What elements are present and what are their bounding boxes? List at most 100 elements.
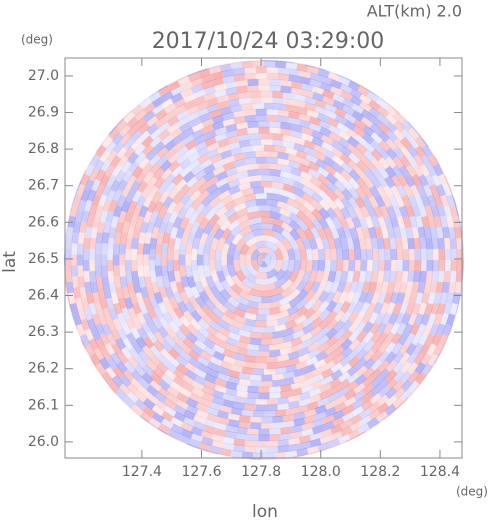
- echo-cell: [393, 137, 406, 151]
- echo-cell: [143, 276, 153, 289]
- echo-cell: [171, 173, 184, 186]
- echo-cell: [276, 194, 290, 204]
- echo-cell: [218, 326, 231, 338]
- echo-cell: [120, 184, 132, 198]
- echo-cell: [236, 295, 249, 307]
- echo-cell: [454, 281, 462, 294]
- echo-cell: [233, 158, 246, 168]
- echo-cell: [322, 148, 336, 161]
- echo-cell: [451, 292, 461, 305]
- echo-cell: [142, 397, 156, 410]
- echo-cell: [250, 259, 261, 272]
- echo-cell: [333, 309, 346, 323]
- echo-cell: [327, 270, 337, 283]
- echo-cell: [100, 243, 109, 255]
- echo-cell: [277, 67, 289, 75]
- echo-cell: [339, 206, 351, 220]
- echo-cell: [214, 248, 223, 261]
- echo-cell: [183, 221, 194, 235]
- echo-cell: [167, 159, 181, 173]
- echo-cell: [211, 439, 224, 449]
- echo-cell: [241, 409, 254, 417]
- echo-cell: [441, 281, 450, 294]
- echo-cell: [235, 237, 247, 251]
- echo-cell: [277, 157, 290, 167]
- echo-cell: [349, 413, 363, 425]
- echo-cell: [67, 188, 78, 202]
- echo-cell: [216, 237, 227, 250]
- echo-cell: [72, 194, 83, 207]
- echo-cell: [171, 165, 184, 178]
- echo-cell: [131, 189, 143, 203]
- echo-cell: [385, 394, 398, 408]
- echo-cell: [276, 200, 290, 211]
- chart-title: 2017/10/24 03:29:00: [152, 29, 385, 54]
- echo-cell: [337, 137, 351, 149]
- echo-cell: [279, 164, 292, 174]
- echo-cell: [316, 342, 330, 354]
- echo-cell: [368, 281, 378, 294]
- echo-cell: [227, 135, 241, 145]
- echo-cell: [311, 217, 323, 231]
- echo-cell: [220, 227, 233, 241]
- echo-cell: [316, 173, 330, 186]
- echo-cell: [419, 343, 431, 357]
- echo-cell: [181, 374, 195, 386]
- echo-cell: [304, 298, 317, 311]
- echo-cell: [369, 321, 381, 335]
- echo-cell: [153, 200, 165, 214]
- echo-cell: [316, 334, 330, 347]
- echo-cell: [331, 345, 345, 358]
- echo-cell: [233, 444, 246, 453]
- echo-cell: [91, 215, 101, 228]
- echo-cell: [281, 237, 293, 251]
- echo-cell: [321, 237, 331, 250]
- echo-cell: [217, 189, 231, 201]
- echo-cell: [189, 189, 202, 202]
- echo-cell: [331, 216, 343, 230]
- echo-cell: [272, 139, 284, 147]
- echo-cell: [288, 437, 301, 446]
- echo-cell: [241, 187, 254, 197]
- echo-cell: [317, 68, 330, 79]
- echo-cell: [247, 84, 259, 93]
- echo-cell: [286, 204, 300, 216]
- echo-cell: [206, 148, 220, 159]
- echo-cell: [239, 289, 252, 301]
- echo-cell: [316, 166, 330, 178]
- echo-cell: [369, 139, 383, 153]
- echo-cell: [298, 76, 312, 86]
- echo-cell: [280, 248, 290, 261]
- echo-cell: [142, 296, 153, 310]
- echo-cell: [445, 194, 456, 207]
- echo-cell: [236, 426, 248, 435]
- echo-cell: [249, 373, 262, 382]
- echo-cell: [429, 323, 440, 337]
- echo-cell: [329, 280, 340, 294]
- echo-cell: [395, 237, 403, 250]
- echo-cell: [238, 139, 251, 148]
- echo-cell: [75, 168, 87, 181]
- echo-cell: [142, 405, 156, 418]
- echo-cell: [378, 259, 386, 272]
- echo-cell: [246, 306, 259, 315]
- echo-cell: [341, 319, 354, 333]
- echo-cell: [288, 74, 301, 83]
- echo-cell: [203, 242, 212, 255]
- echo-cell: [369, 367, 383, 381]
- echo-cell: [74, 297, 84, 310]
- echo-cell: [392, 281, 402, 294]
- echo-cell: [202, 284, 214, 298]
- y-unit: (deg): [21, 33, 53, 47]
- echo-cell: [129, 180, 141, 194]
- echo-cell: [201, 436, 214, 447]
- echo-cell: [179, 315, 192, 328]
- echo-cell: [104, 342, 116, 356]
- echo-cell: [203, 265, 212, 278]
- echo-cell: [69, 302, 79, 316]
- echo-cell: [249, 288, 262, 298]
- echo-cell: [72, 286, 82, 299]
- echo-cell: [392, 378, 406, 392]
- echo-cell: [303, 217, 316, 231]
- echo-cell: [233, 110, 246, 119]
